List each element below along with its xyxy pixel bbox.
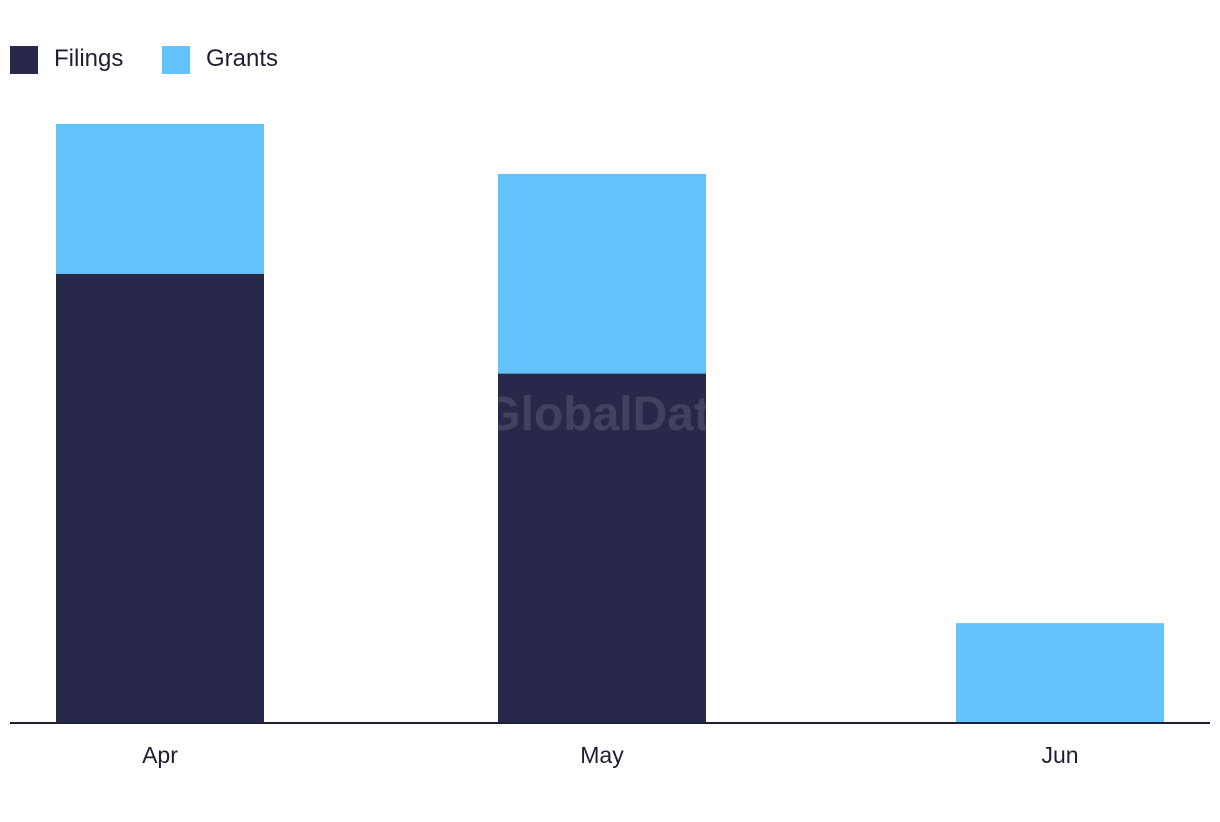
watermark-text: GlobalData [483, 388, 737, 441]
bar-grants-may [498, 173, 706, 374]
legend: Filings Grants [10, 45, 278, 74]
bar-grants-apr [56, 124, 264, 274]
x-tick-label-may: May [580, 742, 624, 768]
x-tick-label-apr: Apr [142, 742, 178, 768]
legend-swatch-filings [10, 46, 38, 74]
legend-swatch-grants [162, 46, 190, 74]
bar-filings-apr [56, 273, 264, 723]
legend-label-filings: Filings [54, 45, 123, 72]
bar-grants-jun [956, 623, 1164, 723]
x-tick-labels: Apr May Jun [142, 742, 1078, 768]
bar-filings-may [498, 373, 706, 723]
bars [56, 124, 1164, 723]
x-tick-label-jun: Jun [1041, 742, 1078, 768]
legend-label-grants: Grants [206, 45, 278, 72]
